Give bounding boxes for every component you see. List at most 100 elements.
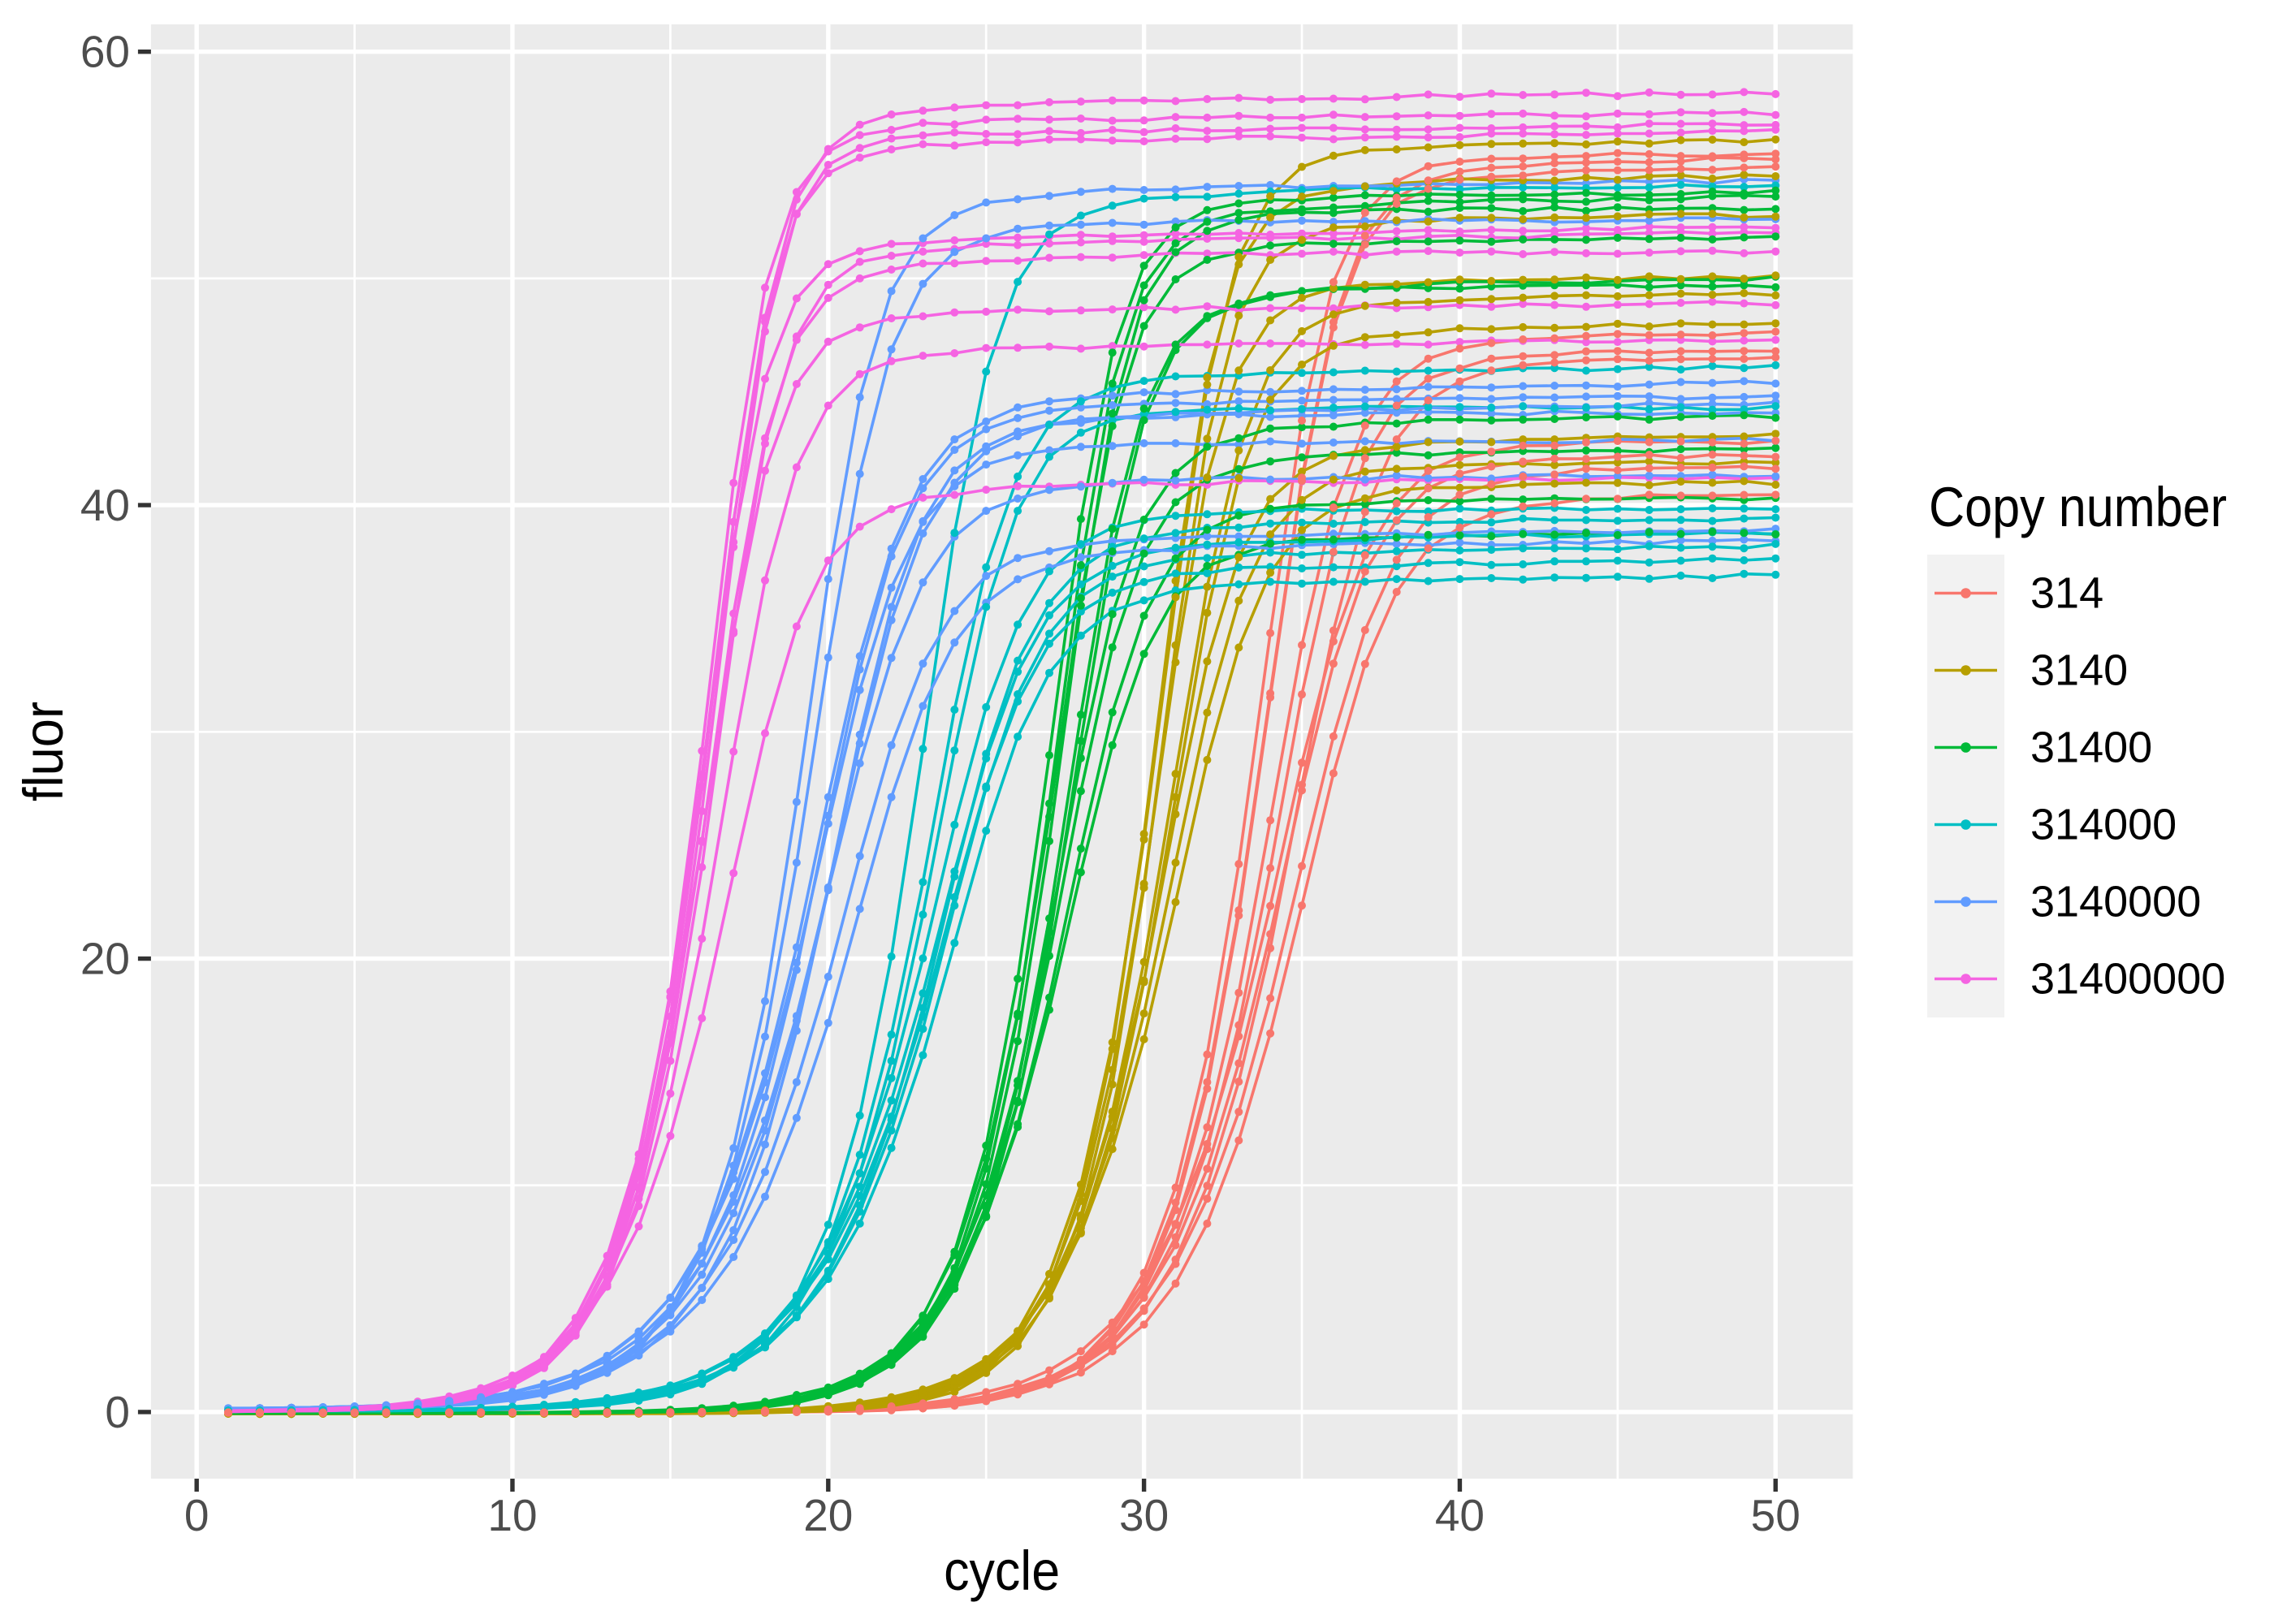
data-point (950, 1268, 959, 1276)
data-point (1014, 495, 1022, 503)
data-point (1139, 650, 1148, 659)
data-point (1550, 447, 1559, 456)
data-point (1424, 473, 1433, 482)
data-point (666, 1013, 675, 1021)
data-point (1708, 320, 1717, 329)
data-point (1045, 127, 1053, 136)
data-point (855, 247, 864, 256)
data-point (1392, 539, 1401, 548)
data-point (1298, 304, 1306, 313)
data-point (1076, 1368, 1085, 1377)
data-point (1139, 322, 1148, 330)
data-point (1550, 393, 1559, 402)
data-point (1203, 380, 1212, 389)
data-point (1014, 656, 1022, 665)
data-point (1392, 339, 1401, 348)
data-point (1045, 1005, 1053, 1014)
data-point (1298, 518, 1306, 527)
data-point (1045, 253, 1053, 262)
data-point (1203, 608, 1212, 617)
data-point (1203, 510, 1212, 519)
data-point (1171, 124, 1180, 132)
data-point (1108, 1125, 1117, 1134)
data-point (1045, 192, 1053, 201)
data-point (1171, 305, 1180, 314)
data-point (1487, 154, 1496, 163)
data-point (1360, 499, 1369, 508)
data-point (1329, 310, 1338, 319)
data-point (1582, 366, 1590, 375)
data-point (539, 1354, 548, 1363)
data-point (1487, 560, 1496, 569)
data-point (855, 1151, 864, 1160)
data-point (1014, 732, 1022, 741)
data-point (982, 307, 991, 316)
data-point (824, 653, 832, 662)
data-point (1613, 472, 1622, 481)
data-point (666, 1321, 675, 1329)
data-point (1139, 976, 1148, 985)
data-point (1014, 257, 1022, 266)
data-point (761, 374, 769, 383)
data-point (1203, 227, 1212, 235)
data-point (950, 435, 959, 444)
data-point (1076, 1215, 1085, 1224)
data-point (824, 1018, 832, 1027)
data-point (1139, 194, 1148, 203)
data-point (666, 1039, 675, 1047)
data-point (1582, 392, 1590, 401)
data-point (539, 1385, 548, 1394)
data-point (1740, 432, 1749, 441)
data-point (855, 393, 864, 402)
data-point (1519, 91, 1528, 99)
data-point (1139, 186, 1148, 194)
data-point (1108, 391, 1117, 400)
data-point (1266, 387, 1275, 396)
data-point (1392, 385, 1401, 394)
data-point (1014, 195, 1022, 204)
data-point (1266, 241, 1275, 250)
data-point (761, 1192, 769, 1201)
data-point (1045, 239, 1053, 248)
data-point (1139, 127, 1148, 136)
data-point (1171, 554, 1180, 563)
data-point (1360, 395, 1369, 404)
data-point (1266, 475, 1275, 484)
data-point (1645, 558, 1654, 567)
data-point (1613, 249, 1622, 258)
data-point (761, 1032, 769, 1041)
data-point (1676, 227, 1685, 236)
data-point (571, 1399, 580, 1408)
data-point (1045, 1294, 1053, 1303)
data-point (1329, 547, 1338, 556)
data-point (1329, 451, 1338, 460)
data-point (1203, 249, 1212, 258)
data-point (1424, 133, 1433, 142)
data-point (1329, 520, 1338, 528)
data-point (919, 140, 927, 149)
data-point (318, 1408, 327, 1417)
data-point (1740, 213, 1749, 222)
data-point (1392, 401, 1401, 410)
data-point (1455, 197, 1464, 206)
data-point (1076, 1180, 1085, 1189)
data-point (729, 1174, 738, 1183)
data-point (1740, 127, 1749, 136)
data-point (1298, 862, 1306, 870)
data-point (982, 563, 991, 572)
data-point (824, 1275, 832, 1284)
data-point (729, 1226, 738, 1234)
data-point (1582, 446, 1590, 455)
data-point (1108, 218, 1117, 227)
data-point (950, 446, 959, 454)
data-point (1771, 232, 1780, 241)
data-point (855, 1201, 864, 1210)
data-point (1613, 478, 1622, 487)
data-point (1266, 395, 1275, 404)
data-point (792, 1012, 801, 1021)
data-point (1266, 437, 1275, 446)
data-point (1771, 247, 1780, 256)
data-point (1392, 367, 1401, 376)
data-point (1613, 300, 1622, 309)
data-point (1076, 868, 1085, 877)
